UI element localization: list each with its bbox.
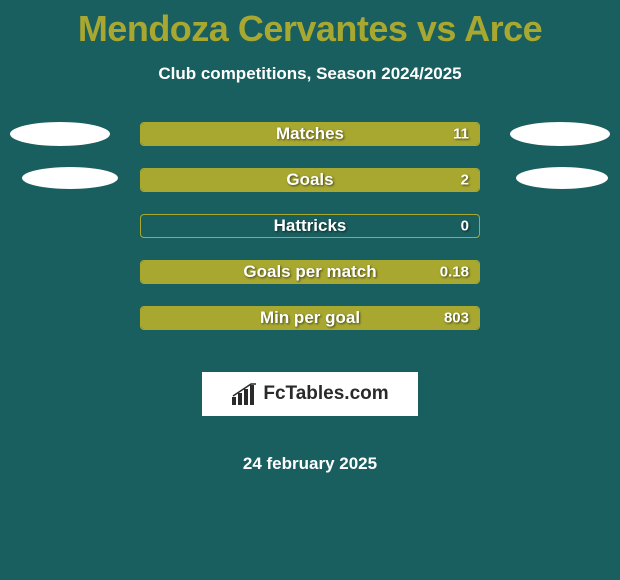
stat-row: Goals per match 0.18 xyxy=(0,260,620,284)
barchart-icon xyxy=(231,383,257,405)
stat-label: Min per goal xyxy=(260,308,360,328)
stat-label: Goals xyxy=(286,170,333,190)
logo-box[interactable]: FcTables.com xyxy=(202,372,418,416)
stat-value: 803 xyxy=(444,310,469,327)
stat-value: 2 xyxy=(461,172,469,189)
stat-bar-track: Goals 2 xyxy=(140,168,480,192)
stat-label: Matches xyxy=(276,124,344,144)
stat-row: Matches 11 xyxy=(0,122,620,146)
stat-value: 0 xyxy=(461,218,469,235)
stat-row: Hattricks 0 xyxy=(0,214,620,238)
stat-row: Goals 2 xyxy=(0,168,620,192)
stat-bar-track: Matches 11 xyxy=(140,122,480,146)
stat-row: Min per goal 803 xyxy=(0,306,620,330)
stat-value: 11 xyxy=(453,126,469,143)
date-text: 24 february 2025 xyxy=(243,454,377,474)
stat-bar-track: Goals per match 0.18 xyxy=(140,260,480,284)
stat-label: Hattricks xyxy=(274,216,347,236)
stat-bar-track: Min per goal 803 xyxy=(140,306,480,330)
stat-label: Goals per match xyxy=(243,262,376,282)
stat-value: 0.18 xyxy=(440,264,469,281)
stats-area: Matches 11 Goals 2 Hattricks 0 Goals per… xyxy=(0,122,620,474)
stat-bar-track: Hattricks 0 xyxy=(140,214,480,238)
page-title: Mendoza Cervantes vs Arce xyxy=(78,8,542,50)
logo-text: FcTables.com xyxy=(263,383,388,405)
subtitle: Club competitions, Season 2024/2025 xyxy=(158,64,461,84)
